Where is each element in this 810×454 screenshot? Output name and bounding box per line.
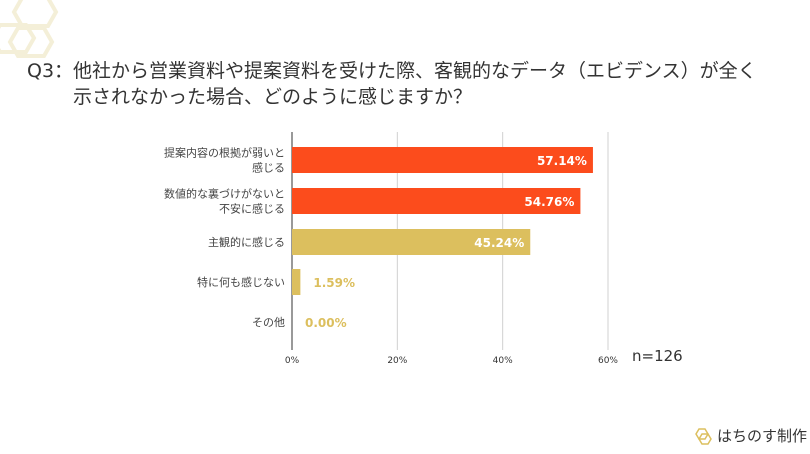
category-label: 主観的に感じる bbox=[208, 235, 285, 249]
title-line-2: 示されなかった場合、どのように感じますか？ bbox=[73, 86, 473, 108]
brand-logo: はちのす制作 bbox=[694, 425, 807, 446]
title-line-1: 他社から営業資料や提案資料を受けた際、客観的なデータ（エビデンス）が全く bbox=[73, 60, 757, 82]
x-tick-label: 0% bbox=[285, 356, 300, 366]
x-tick-label: 40% bbox=[493, 356, 513, 366]
category-label: 数値的な裏づけがないと bbox=[164, 187, 285, 201]
category-label: 特に何も感じない bbox=[197, 275, 285, 289]
hexagon-logo-icon bbox=[695, 427, 712, 445]
data-label: 57.14% bbox=[537, 154, 587, 168]
question-number: Q3： bbox=[27, 60, 74, 82]
hexagon-decoration bbox=[0, 0, 59, 58]
category-label: その他 bbox=[252, 316, 285, 329]
bar bbox=[292, 147, 593, 173]
category-label: 感じる bbox=[252, 162, 285, 175]
bar bbox=[292, 188, 581, 214]
question-title: Q3：他社から営業資料や提案資料を受けた際、客観的なデータ（エビデンス）が全く … bbox=[27, 58, 757, 110]
category-label: 不安に感じる bbox=[219, 202, 285, 216]
data-label: 1.59% bbox=[313, 276, 355, 290]
sample-size: n=126 bbox=[632, 347, 683, 365]
data-label: 54.76% bbox=[524, 195, 574, 209]
bar bbox=[292, 229, 531, 255]
data-label: 0.00% bbox=[305, 316, 347, 330]
brand-name: はちのす制作 bbox=[717, 427, 808, 445]
category-label: 提案内容の根拠が弱いと bbox=[164, 146, 285, 160]
bar bbox=[292, 269, 301, 295]
data-label: 45.24% bbox=[474, 236, 524, 250]
x-tick-label: 60% bbox=[598, 356, 618, 366]
x-tick-label: 20% bbox=[387, 356, 407, 366]
